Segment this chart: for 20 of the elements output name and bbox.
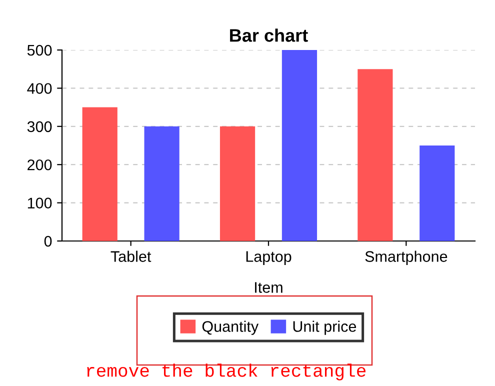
y-tick-label: 200 [28,159,52,170]
y-tick-label: 500 [27,44,52,56]
y-tick-label: 400 [27,83,52,94]
bar [82,107,118,241]
y-tick-label: 0 [44,236,52,247]
text: remove the black rectangle [87,364,366,380]
x-tick-label: Smartphone [365,250,448,265]
y-tick-label: 300 [27,121,52,132]
x-tick-label: Laptop [246,251,292,265]
legend-label: Unit price [293,320,356,335]
legend-label: Quantity [202,320,259,335]
y-tick-label: 100 [28,198,52,208]
bar [282,50,318,241]
bar [358,69,393,241]
bar [420,146,455,241]
bar [144,126,180,241]
x-tick-label: Tablet [110,250,152,262]
x-axis-title: Item [255,282,282,293]
chart-title: Bar chart [230,28,308,42]
bar [220,126,256,241]
